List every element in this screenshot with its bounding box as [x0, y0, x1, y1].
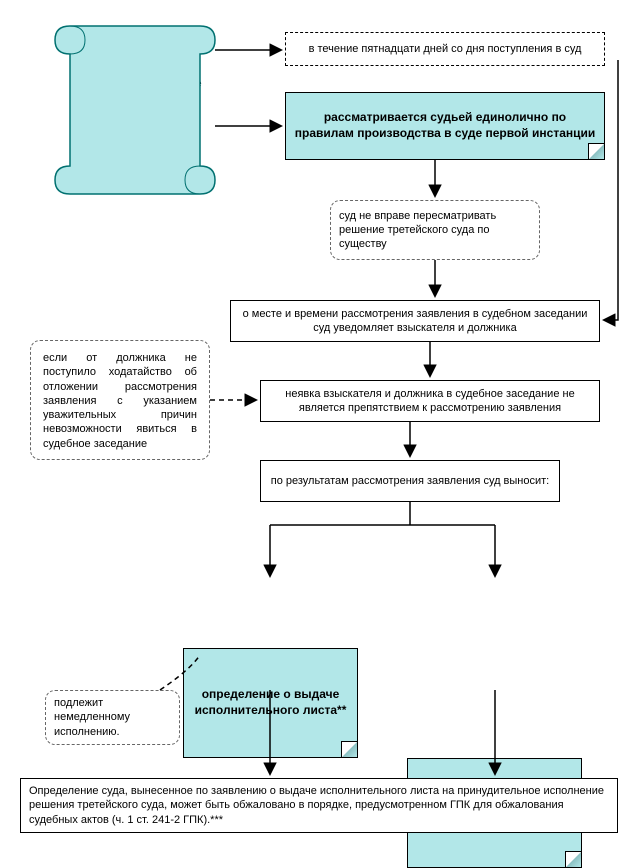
fold-icon: [588, 143, 604, 159]
node-footer: Определение суда, вынесенное по заявлени…: [20, 778, 618, 833]
node-review-rules: рассматривается судьей единолично по пра…: [285, 92, 605, 160]
node-absence-ok-text: неявка взыскателя и должника в судебное …: [269, 387, 591, 416]
node-notify-text: о месте и времени рассмотрения заявления…: [239, 307, 591, 336]
node-absence-ok: неявка взыскателя и должника в судебное …: [260, 380, 600, 422]
node-no-review-substance-text: суд не вправе пересматривать решение тре…: [339, 209, 531, 252]
node-results-text: по результатам рассмотрения заявления су…: [271, 474, 549, 488]
node-outcome-grant: определение о выдаче исполнительного лис…: [183, 648, 358, 758]
node-results: по результатам рассмотрения заявления су…: [260, 460, 560, 502]
node-deadline: в течение пятнадцати дней со дня поступл…: [285, 32, 605, 66]
fold-icon: [565, 851, 581, 867]
node-deadline-text: в течение пятнадцати дней со дня поступл…: [309, 42, 582, 56]
node-no-review-substance: суд не вправе пересматривать решение тре…: [330, 200, 540, 260]
node-immediate-exec-text: подлежит немедленному исполнению.: [54, 696, 171, 739]
node-side-condition: если от должника не поступило ходатайств…: [30, 340, 210, 460]
node-outcome-grant-text: определение о выдаче исполнительного лис…: [192, 687, 349, 718]
node-immediate-exec: подлежит немедленному исполнению.: [45, 690, 180, 745]
node-notify: о месте и времени рассмотрения заявления…: [230, 300, 600, 342]
node-footer-text: Определение суда, вынесенное по заявлени…: [29, 784, 609, 827]
scroll-label: Заявление о выдаче исполнительного листа: [70, 75, 210, 125]
fold-icon: [341, 741, 357, 757]
node-review-rules-text: рассматривается судьей единолично по пра…: [294, 110, 596, 141]
node-side-condition-text: если от должника не поступило ходатайств…: [43, 352, 197, 450]
